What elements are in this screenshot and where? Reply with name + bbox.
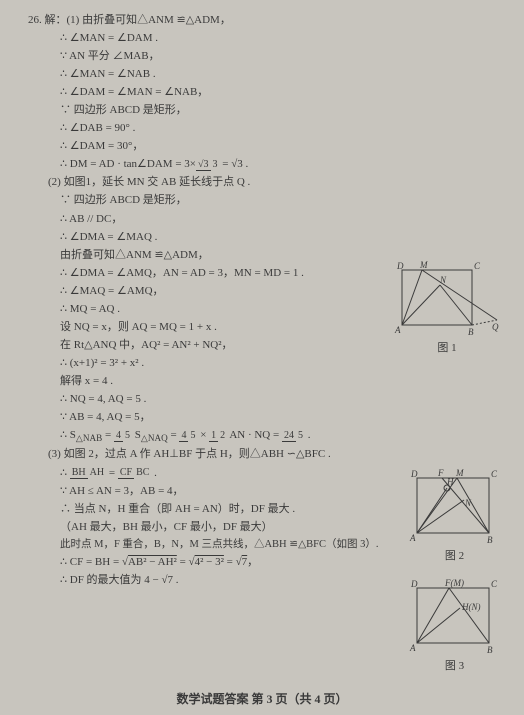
figure-1: D M C N A B Q 图 1 xyxy=(392,260,502,357)
svg-text:Q: Q xyxy=(492,322,499,332)
p1-l5: ∴ ∠DAB = 90° . xyxy=(60,120,506,137)
p2-l9: ∴ (x+1)² = 3² + x² . xyxy=(60,355,506,372)
svg-text:F: F xyxy=(437,468,444,478)
svg-text:F(M): F(M) xyxy=(444,578,464,588)
svg-text:N: N xyxy=(464,498,472,508)
svg-text:A: A xyxy=(409,533,416,543)
fig2-label: 图 2 xyxy=(407,548,502,565)
svg-text:C: C xyxy=(491,469,498,479)
figure-2: D F M C H N A B 图 2 xyxy=(407,468,502,565)
p2-header: (2) 如图1，延长 MN 交 AB 延长线于点 Q . xyxy=(28,174,506,191)
svg-text:D: D xyxy=(396,261,404,271)
p1-l3: ∴ ∠DAM = ∠MAN = ∠NAB， xyxy=(60,84,506,101)
p2-l2: ∴ ∠DMA = ∠MAQ . xyxy=(60,229,506,246)
svg-text:D: D xyxy=(410,579,418,589)
p2-l10: 解得 x = 4 . xyxy=(60,373,506,390)
frac-sqrt3-3: √33 xyxy=(196,160,220,170)
fig3-label: 图 3 xyxy=(407,658,502,675)
svg-text:M: M xyxy=(419,260,428,270)
p3-header: (3) 如图 2，过点 A 作 AH⊥BF 于点 H，则△ABH ∽△BFC . xyxy=(28,446,506,463)
p2-l11: ∴ NQ = 4, AQ = 5 . xyxy=(60,391,506,408)
p1-l0: ∴ ∠MAN = ∠DAM . xyxy=(60,30,506,47)
svg-text:H(N): H(N) xyxy=(461,602,481,612)
prob-num: 26. xyxy=(28,14,42,26)
page-footer: 数学试题答案 第 3 页（共 4 页） xyxy=(0,690,524,709)
p1-dm: ∴ DM = AD · tan∠DAM = 3×√33 = √3 . xyxy=(60,156,506,173)
svg-text:A: A xyxy=(394,325,401,335)
p1-l1: ∵ AN 平分 ∠MAB， xyxy=(60,48,506,65)
svg-text:C: C xyxy=(474,261,481,271)
p1-l2: ∴ ∠MAN = ∠NAB . xyxy=(60,66,506,83)
p1-header: 26. 解：(1) 由折叠可知△ANM ≌△ADM， xyxy=(28,12,506,29)
p1-l6: ∴ ∠DAM = 30°， xyxy=(60,138,506,155)
svg-text:B: B xyxy=(468,327,474,337)
svg-text:B: B xyxy=(487,535,493,545)
p2-l1: ∴ AB // DC， xyxy=(60,211,506,228)
p2-area: ∴ S△NAB = 45 S△NAQ = 45 × 12 AN · NQ = 2… xyxy=(60,427,506,445)
svg-text:H: H xyxy=(446,477,454,487)
p2-l0: ∵ 四边形 ABCD 是矩形， xyxy=(60,192,506,209)
svg-text:C: C xyxy=(491,579,498,589)
svg-text:M: M xyxy=(455,468,464,478)
p2-l12: ∵ AB = 4, AQ = 5， xyxy=(60,409,506,426)
svg-text:B: B xyxy=(487,645,493,655)
p1-l4: ∵ 四边形 ABCD 是矩形， xyxy=(60,102,506,119)
figure-3: D F(M) C H(N) A B 图 3 xyxy=(407,578,502,675)
svg-text:D: D xyxy=(410,469,418,479)
svg-text:A: A xyxy=(409,643,416,653)
svg-text:N: N xyxy=(439,275,447,285)
fig1-label: 图 1 xyxy=(392,340,502,357)
